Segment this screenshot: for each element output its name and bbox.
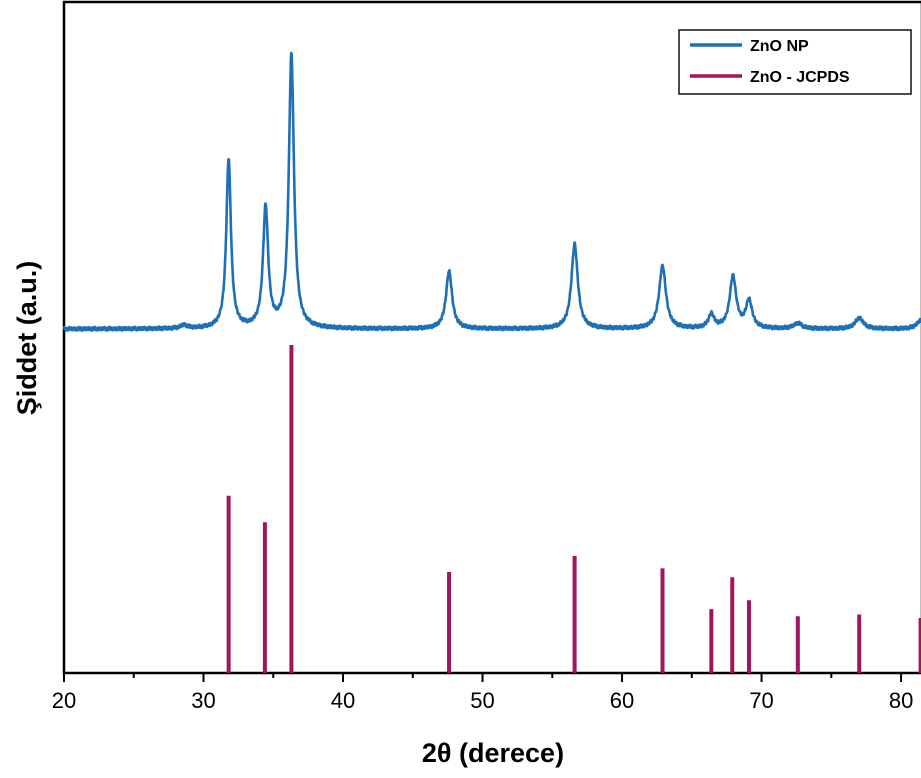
plot-area-frame (62, 0, 921, 675)
x-axis: 20 30 40 50 60 70 80 (52, 673, 913, 713)
stick-layer (226, 345, 921, 673)
x-tick-label-60: 60 (610, 688, 634, 713)
x-tick-label-20: 20 (52, 688, 76, 713)
x-tick-label-50: 50 (470, 688, 494, 713)
x-tick-label-40: 40 (331, 688, 355, 713)
legend-label-zno-jcpds: ZnO - JCPDS (750, 69, 850, 86)
x-tick-label-30: 30 (191, 688, 215, 713)
x-tick-label-70: 70 (749, 688, 773, 713)
pattern-layer (62, 51, 921, 332)
x-tick-label-80: 80 (889, 688, 913, 713)
y-axis-title: Şiddet (a.u.) (12, 261, 42, 416)
zno-np-pattern-line (62, 51, 921, 332)
legend-box (678, 29, 912, 95)
legend-label-zno-np: ZnO NP (750, 38, 809, 55)
legend: ZnO NP ZnO - JCPDS (678, 29, 912, 95)
x-axis-title: 2θ (derece) (422, 738, 564, 768)
